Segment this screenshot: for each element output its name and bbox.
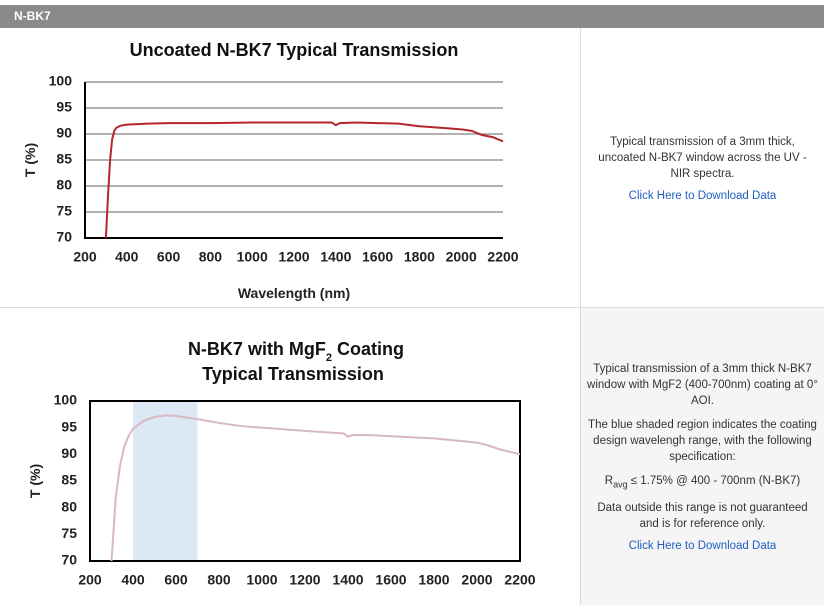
description: Typical transmission of a 3mm thick, unc… [598, 135, 807, 180]
x-tick-label: 2200 [504, 572, 535, 588]
x-tick-label: 400 [115, 249, 139, 265]
transmission-line [110, 414, 521, 562]
x-tick-label: 1200 [278, 249, 309, 265]
transmission-line [104, 121, 504, 239]
y-tick-label: 90 [61, 445, 77, 461]
y-tick-label: 70 [56, 229, 72, 245]
x-tick-label: 2200 [487, 249, 518, 265]
y-tick-label: 70 [61, 552, 77, 568]
chart-title: Typical Transmission [202, 364, 384, 384]
y-tick-label: 85 [61, 472, 77, 488]
y-tick-label: 100 [49, 73, 73, 89]
x-tick-label: 1000 [237, 249, 268, 265]
spec-symbol: R [604, 474, 614, 487]
x-tick-label: 1400 [332, 572, 363, 588]
shaded-region [133, 401, 198, 561]
x-tick-label: 1200 [289, 572, 320, 588]
description-cell: Typical transmission of a 3mm thick, unc… [580, 28, 824, 308]
y-tick-label: 75 [56, 203, 72, 219]
chart-title: N-BK7 with MgF2 Coating [188, 339, 404, 364]
y-tick-label: 80 [56, 177, 72, 193]
chart-title: Uncoated N-BK7 Typical Transmission [130, 40, 459, 60]
y-tick-label: 85 [56, 151, 72, 167]
x-tick-label: 1400 [320, 249, 351, 265]
x-tick-label: 2000 [461, 572, 492, 588]
x-tick-label: 600 [164, 572, 188, 588]
x-tick-label: 1600 [375, 572, 406, 588]
x-tick-label: 200 [73, 249, 97, 265]
y-tick-label: 100 [54, 392, 78, 408]
plot-frame [89, 400, 521, 562]
description-cell: Typical transmission of a 3mm thick N-BK… [580, 308, 824, 605]
y-axis-label: T (%) [22, 143, 38, 177]
download-link[interactable]: Click Here to Download Data [628, 189, 777, 202]
spec-text: ≤ 1.75% @ 400 - 700nm (N-BK7) [627, 474, 801, 487]
y-tick-label: 75 [61, 525, 77, 541]
y-tick-label: 90 [56, 125, 72, 141]
title-text: Coating [332, 339, 404, 359]
x-tick-label: 1000 [246, 572, 277, 588]
y-axis-label: T (%) [27, 464, 43, 498]
x-tick-label: 1600 [362, 249, 393, 265]
x-tick-label: 1800 [404, 249, 435, 265]
title-subscript: 2 [326, 352, 332, 364]
x-tick-label: 800 [199, 249, 223, 265]
title-text: N-BK7 with MgF [188, 339, 326, 359]
axis-line [84, 82, 503, 239]
spec-subscript: avg [613, 479, 628, 490]
x-tick-label: 600 [157, 249, 181, 265]
section-header: N-BK7 [0, 5, 824, 28]
x-tick-label: 200 [78, 572, 102, 588]
download-link[interactable]: Click Here to Download Data [628, 540, 777, 553]
description: The blue shaded region indicates the coa… [588, 418, 817, 463]
y-tick-label: 95 [61, 418, 77, 434]
x-tick-label: 800 [207, 572, 231, 588]
chart-cell [0, 28, 580, 308]
x-axis-label: Wavelength (nm) [238, 285, 350, 301]
y-tick-label: 80 [61, 498, 77, 514]
note: Data outside this range is not guarantee… [597, 502, 808, 531]
y-tick-label: 95 [56, 99, 72, 115]
description: Typical transmission of a 3mm thick N-BK… [587, 362, 818, 407]
x-tick-label: 2000 [446, 249, 477, 265]
x-tick-label: 1800 [418, 572, 449, 588]
specification: Ravg ≤ 1.75% @ 400 - 700nm (N-BK7) [605, 473, 801, 492]
charts: Uncoated N-BK7 Typical Transmission N-BK… [22, 40, 536, 588]
x-tick-label: 400 [121, 572, 145, 588]
